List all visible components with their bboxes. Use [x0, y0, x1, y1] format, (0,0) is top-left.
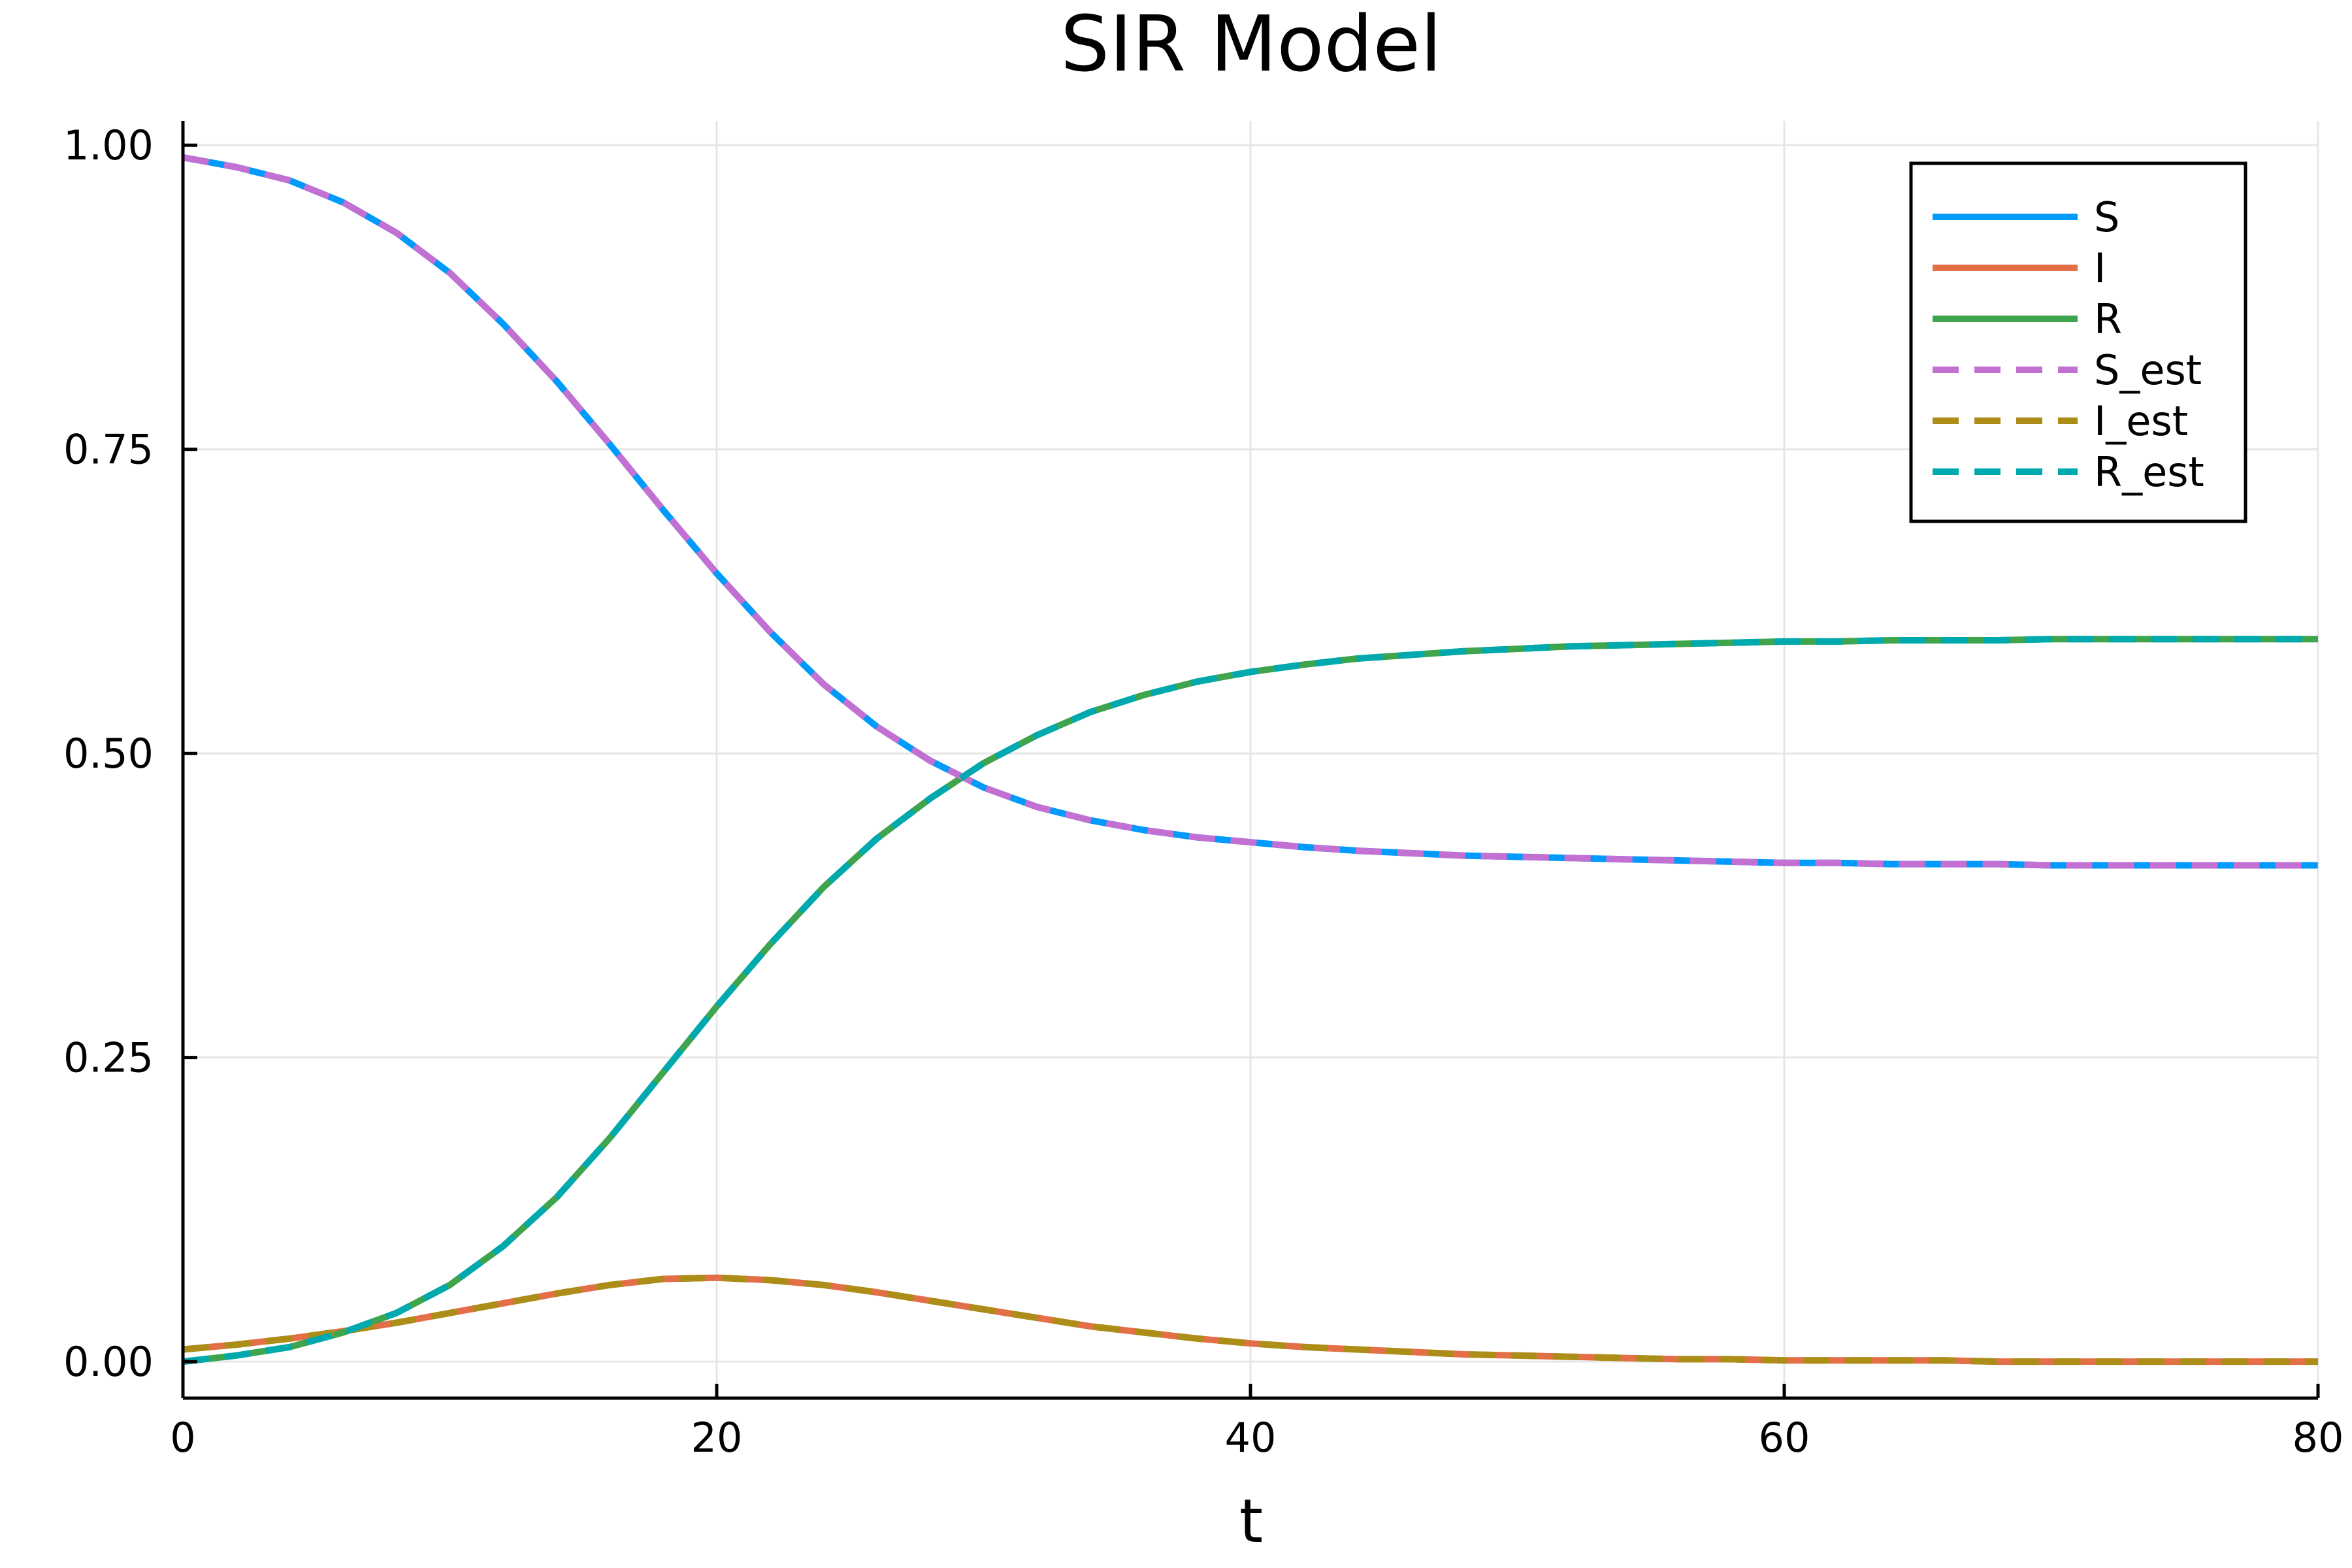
y-tick-label: 1.00	[63, 122, 154, 169]
legend-box	[1909, 161, 2247, 523]
axis-layer: 0 20 40 60 80 0.00 0.25 0.50 0.75 1.00	[63, 121, 2344, 1462]
legend-label: I	[2094, 244, 2106, 292]
series-line-r-est	[182, 636, 2318, 1365]
series-line-i-est	[182, 1274, 2318, 1365]
x-tick-label: 80	[2293, 1414, 2344, 1462]
legend-label: R_est	[2094, 448, 2204, 496]
legend-label: I_est	[2094, 397, 2188, 445]
legend-label: R	[2094, 295, 2122, 343]
y-tick-label: 0.75	[63, 426, 154, 474]
chart-title: SIR Model	[1060, 0, 1442, 89]
x-tick-label: 20	[691, 1414, 743, 1462]
legend-label: S_est	[2094, 346, 2202, 394]
grid-layer	[182, 121, 2319, 1398]
x-tick-label: 60	[1759, 1414, 1810, 1462]
y-tick-label: 0.50	[63, 730, 154, 777]
x-tick-label: 40	[1225, 1414, 1277, 1462]
y-tick-label: 0.25	[63, 1034, 154, 1082]
series-layer	[182, 154, 2318, 1365]
x-axis-label: t	[1239, 1486, 1263, 1556]
legend-label: S	[2094, 193, 2119, 241]
series-line-s-est	[182, 154, 2318, 869]
y-tick-label: 0.00	[63, 1338, 154, 1386]
x-tick-label: 0	[170, 1414, 195, 1462]
